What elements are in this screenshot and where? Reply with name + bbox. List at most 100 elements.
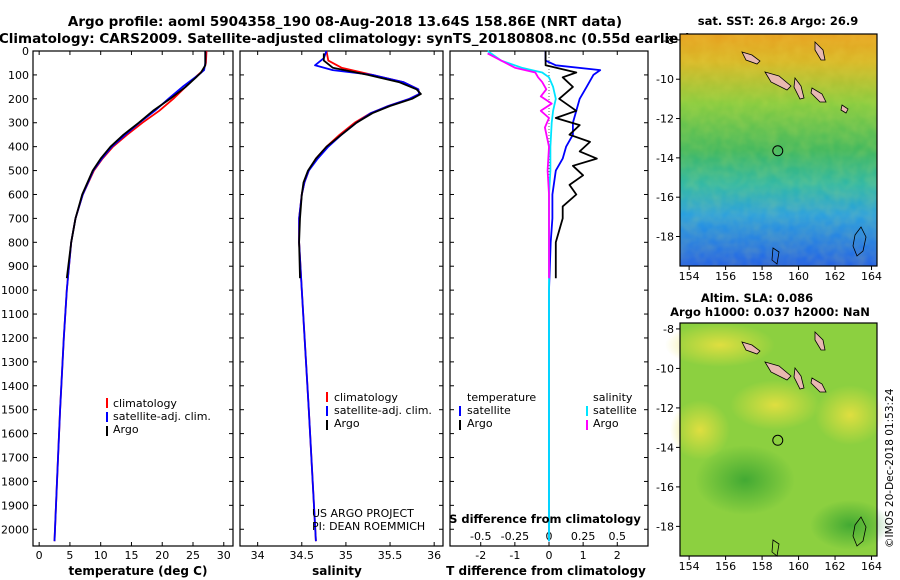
latitude-tick-labels: -8 -10 -12 -14 -16 -18 — [656, 323, 680, 533]
lat-tick-label: -12 — [656, 402, 674, 415]
difference-profile-panel: -2 -1 0 1 2 -0.5 -0.25 0 0.25 0.5 S difference f… — [446, 50, 649, 578]
x-tick-label: -1 — [509, 549, 520, 562]
salinity-tick-labels: 34 34.5 35 35.5 36 — [251, 549, 442, 562]
temperature-x-label: temperature (deg C) — [69, 564, 208, 578]
lon-tick-label: 160 — [788, 270, 809, 283]
lat-tick-label: -16 — [656, 191, 674, 204]
sla-high-anomaly — [730, 380, 820, 430]
x-tick-label: 1 — [580, 549, 587, 562]
difference-legend: temperature satellite Argo salinity sate… — [459, 391, 637, 430]
title-line-2: Climatology: CARS2009. Satellite-adjuste… — [0, 31, 691, 47]
x-tick-label: 15 — [124, 549, 138, 562]
depth-tick-label: 1500 — [1, 404, 29, 417]
series-line-s-argo — [487, 52, 553, 279]
depth-tick-label: 400 — [8, 141, 29, 154]
lon-tick-label: 164 — [861, 270, 882, 283]
depth-tick-label: 1800 — [1, 475, 29, 488]
depth-tick-label: 1200 — [1, 332, 29, 345]
lon-tick-label: 164 — [861, 560, 882, 573]
sla-map-frame — [679, 322, 878, 557]
salinity-plot-frame — [239, 50, 444, 547]
legend-clim-label: climatology — [113, 397, 177, 410]
lat-tick-label: -18 — [656, 231, 674, 244]
s-tick-label: -0.25 — [501, 530, 529, 543]
lon-tick-label: 156 — [715, 560, 736, 573]
x-tick-label: 5 — [66, 549, 73, 562]
legend-salinity-title: salinity — [593, 391, 633, 404]
lat-tick-label: -18 — [656, 520, 674, 533]
sst-map-title: sat. SST: 26.8 Argo: 26.9 — [698, 14, 858, 28]
lat-tick-label: -14 — [656, 441, 674, 454]
lat-tick-label: -8 — [663, 34, 674, 47]
x-tick-label: 35.5 — [378, 549, 403, 562]
sla-low-anomaly — [810, 500, 890, 550]
depth-tick-label: 800 — [8, 236, 29, 249]
temperature-tick-labels: 0 5 10 15 20 25 30 — [36, 549, 231, 562]
sla-high-anomaly — [815, 385, 885, 445]
legend-argo-label: Argo — [113, 423, 139, 436]
legend-sat-label: satellite-adj. clim. — [334, 404, 432, 417]
series-line-argo — [298, 53, 422, 279]
coastlines — [741, 41, 867, 265]
argo-position-marker — [772, 434, 784, 446]
pi-label: PI: DEAN ROEMMICH — [312, 520, 425, 533]
difference-gridlines — [450, 50, 648, 546]
x-tick-label: 0 — [36, 549, 43, 562]
legend-s-argo-label: Argo — [593, 417, 619, 430]
legend-t-argo-label: Argo — [467, 417, 493, 430]
depth-tick-label: 1700 — [1, 452, 29, 465]
salinity-legend: climatology satellite-adj. clim. Argo — [326, 391, 432, 430]
salinity-profile-panel: 34 34.5 35 35.5 36 salinity climatology sate… — [239, 50, 444, 578]
temperature-profile-panel: 0100200300400500600700800900100011001200… — [1, 45, 234, 578]
sla-map-title: Altim. SLA: 0.086 — [701, 291, 813, 305]
title-line-1: Argo profile: aoml 5904358_190 08-Aug-20… — [68, 14, 622, 30]
lat-tick-label: -12 — [656, 113, 674, 126]
lon-tick-label: 154 — [679, 560, 700, 573]
t-difference-tick-labels: -2 -1 0 1 2 — [475, 549, 621, 562]
depth-tick-label: 200 — [8, 93, 29, 106]
depth-tick-label: 600 — [8, 188, 29, 201]
depth-tick-label: 2000 — [1, 523, 29, 536]
latitude-tick-labels: -8 -10 -12 -14 -16 -18 — [656, 34, 680, 244]
s-difference-label: S difference from climatology — [449, 512, 641, 526]
longitude-tick-labels: 154 156 158 160 162 164 — [679, 556, 882, 573]
salinity-gridlines — [240, 50, 443, 546]
longitude-tick-labels: 154 156 158 160 162 164 — [679, 266, 882, 283]
x-tick-label: 34 — [251, 549, 265, 562]
lon-tick-label: 158 — [752, 270, 773, 283]
x-tick-label: -2 — [475, 549, 486, 562]
lon-tick-label: 156 — [715, 270, 736, 283]
depth-tick-label: 100 — [8, 69, 29, 82]
depth-tick-label: 1300 — [1, 356, 29, 369]
lon-tick-label: 158 — [752, 560, 773, 573]
t-difference-x-label: T difference from climatology — [446, 564, 646, 578]
salinity-x-label: salinity — [312, 564, 362, 578]
legend-t-sat-label: satellite — [467, 404, 511, 417]
s-tick-label: 0.5 — [609, 530, 627, 543]
x-tick-label: 34.5 — [290, 549, 315, 562]
argo-position-marker — [772, 145, 784, 157]
salinity-series — [298, 50, 422, 542]
x-tick-label: 2 — [614, 549, 621, 562]
legend-argo-label: Argo — [334, 417, 360, 430]
x-tick-label: 10 — [94, 549, 108, 562]
project-label: US ARGO PROJECT — [312, 507, 414, 520]
difference-series — [487, 50, 602, 542]
x-tick-label: 20 — [155, 549, 169, 562]
sla-high-anomaly — [665, 323, 775, 367]
lon-tick-label: 160 — [788, 560, 809, 573]
depth-tick-label: 1600 — [1, 428, 29, 441]
legend-s-sat-label: satellite — [593, 404, 637, 417]
lat-tick-label: -10 — [656, 73, 674, 86]
lat-tick-label: -14 — [656, 152, 674, 165]
depth-tick-labels: 0 100 200 300 400 500 600 700 800 900 1000 1100 1200… — [1, 45, 29, 536]
s-tick-label: 0.25 — [571, 530, 596, 543]
legend-clim-label: climatology — [334, 391, 398, 404]
lon-tick-label: 154 — [679, 270, 700, 283]
depth-tick-label: 1000 — [1, 284, 29, 297]
temperature-series — [53, 50, 208, 542]
depth-tick-label: 900 — [8, 260, 29, 273]
sst-map-frame — [679, 33, 878, 267]
depth-tick-label: 1900 — [1, 499, 29, 512]
lat-tick-label: -10 — [656, 362, 674, 375]
